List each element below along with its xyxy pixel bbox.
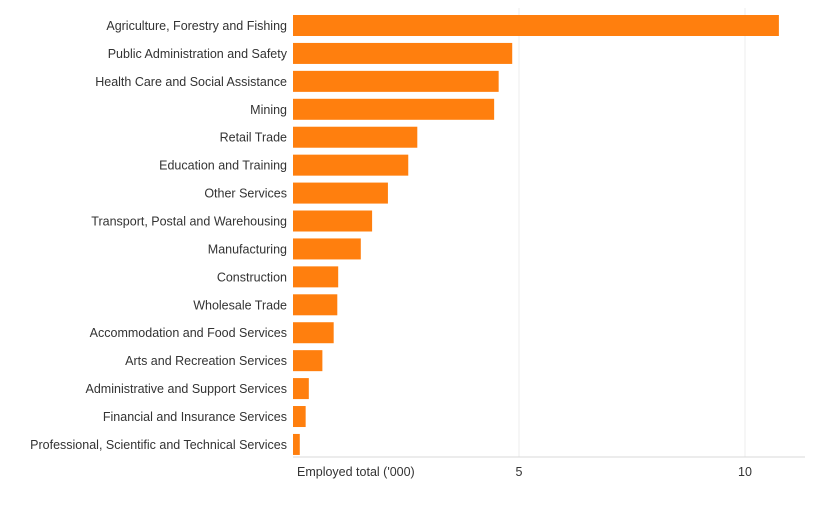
category-labels: Agriculture, Forestry and Fishing Public … [30,19,288,452]
category-label: Agriculture, Forestry and Fishing [106,19,287,33]
category-label: Arts and Recreation Services [125,354,287,368]
bar[interactable] [293,126,418,148]
bar[interactable] [293,350,323,372]
bar[interactable] [293,238,361,260]
bar[interactable] [293,42,513,64]
category-label: Health Care and Social Assistance [95,75,287,89]
bar[interactable] [293,70,499,92]
bar[interactable] [293,406,306,428]
category-label: Accommodation and Food Services [90,326,287,340]
bar[interactable] [293,210,373,232]
category-label: Public Administration and Safety [108,47,288,61]
category-label: Construction [217,270,287,284]
category-label: Mining [250,103,287,117]
category-label: Other Services [204,187,287,201]
category-label: Manufacturing [208,242,287,256]
bar[interactable] [293,182,388,204]
x-axis: Employed total ('000) 5 10 [293,456,805,479]
bar[interactable] [293,98,495,120]
bar[interactable] [293,294,338,316]
bar[interactable] [293,154,409,176]
category-label: Retail Trade [220,131,287,145]
bar[interactable] [293,15,779,36]
bar[interactable] [293,433,300,455]
bar[interactable] [293,266,339,288]
bars [293,15,779,455]
category-label: Professional, Scientific and Technical S… [30,438,287,452]
category-label: Transport, Postal and Warehousing [91,215,287,229]
gridlines [518,8,746,457]
category-label: Wholesale Trade [193,298,287,312]
bar[interactable] [293,378,309,400]
category-label: Administrative and Support Services [86,382,287,396]
x-tick-label: 10 [738,465,752,479]
x-tick-label: 5 [516,465,523,479]
x-axis-title: Employed total ('000) [297,465,415,479]
category-label: Education and Training [159,159,287,173]
category-label: Financial and Insurance Services [103,410,287,424]
bar[interactable] [293,322,334,344]
